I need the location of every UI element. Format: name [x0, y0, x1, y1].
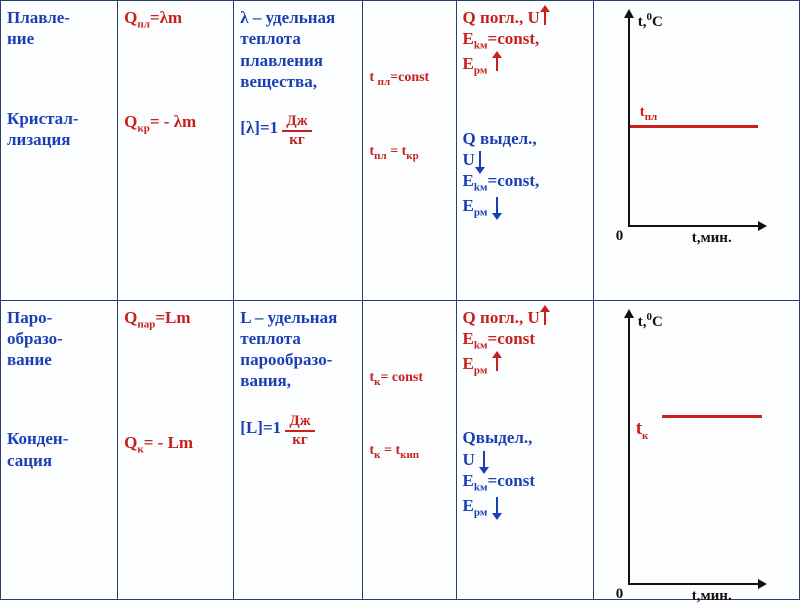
physics-table: Плавле- ние Кристал- лизация Qпл=λm Qкр=…: [0, 0, 800, 600]
formula: Qпар=Lm: [124, 308, 190, 327]
table-row: Плавле- ние Кристал- лизация Qпл=λm Qкр=…: [1, 1, 800, 301]
cell-formula: Qпл=λm Qкр= - λm: [118, 1, 234, 301]
phase-chart: t,0C 0 t,мин. tпл: [600, 7, 793, 294]
line-label: tк: [636, 417, 649, 444]
cell-energy: Q погл., U Ekм=const, Eрм Q выдел., U Ek…: [456, 1, 593, 301]
unit: [L]=1 Джкг: [240, 412, 356, 446]
process-name: Плавле-: [7, 8, 70, 27]
cell-energy: Q погл., U Ekм=const Eрм Qвыдел., U Ekм=…: [456, 300, 593, 600]
fraction: Джкг: [282, 114, 311, 148]
fraction: Джкг: [285, 414, 314, 448]
process-name: лизация: [7, 130, 70, 149]
origin-label: 0: [616, 585, 624, 604]
cell-processes: Плавле- ние Кристал- лизация: [1, 1, 118, 301]
x-axis-label: t,мин.: [692, 229, 732, 248]
cell-chart: t,0C 0 t,мин. tк: [593, 300, 799, 600]
process-name: Кристал-: [7, 109, 79, 128]
y-axis-label: t,0C: [638, 311, 663, 332]
formula: Qкр= - λm: [124, 112, 196, 131]
line-label: tпл: [640, 103, 658, 125]
y-axis-label: t,0C: [638, 11, 663, 32]
phase-chart: t,0C 0 t,мин. tк: [600, 307, 793, 594]
process-name: ние: [7, 29, 34, 48]
cell-condition: tк= const tк = tкип: [363, 300, 456, 600]
cell-chart: t,0C 0 t,мин. tпл: [593, 1, 799, 301]
cell-formula: Qпар=Lm Qк= - Lm: [118, 300, 234, 600]
formula: Qпл=λm: [124, 8, 182, 27]
origin-label: 0: [616, 227, 624, 246]
formula: Qк= - Lm: [124, 433, 193, 452]
cell-condition: t пл=const tпл = tкр: [363, 1, 456, 301]
cell-processes: Паро- образо- вание Конден- сация: [1, 300, 118, 600]
condition: tк= const: [369, 370, 423, 385]
definition-text: λ – удельная: [240, 8, 335, 27]
chart-line: [662, 415, 762, 418]
table-row: Паро- образо- вание Конден- сация Qпар=L…: [1, 300, 800, 600]
cell-meaning: L – удельная теплота парообразо- вания, …: [234, 300, 363, 600]
energy-line: Q погл., U: [463, 8, 550, 27]
condition: tк = tкип: [369, 443, 419, 458]
unit: [λ]=1 Джкг: [240, 112, 356, 146]
energy-line: Q выдел.,: [463, 129, 537, 148]
cell-meaning: λ – удельная теплота плавления вещества,…: [234, 1, 363, 301]
chart-line: [630, 125, 758, 128]
condition: tпл = tкр: [369, 144, 418, 159]
x-axis-label: t,мин.: [692, 587, 732, 605]
condition: t пл=const: [369, 70, 429, 85]
